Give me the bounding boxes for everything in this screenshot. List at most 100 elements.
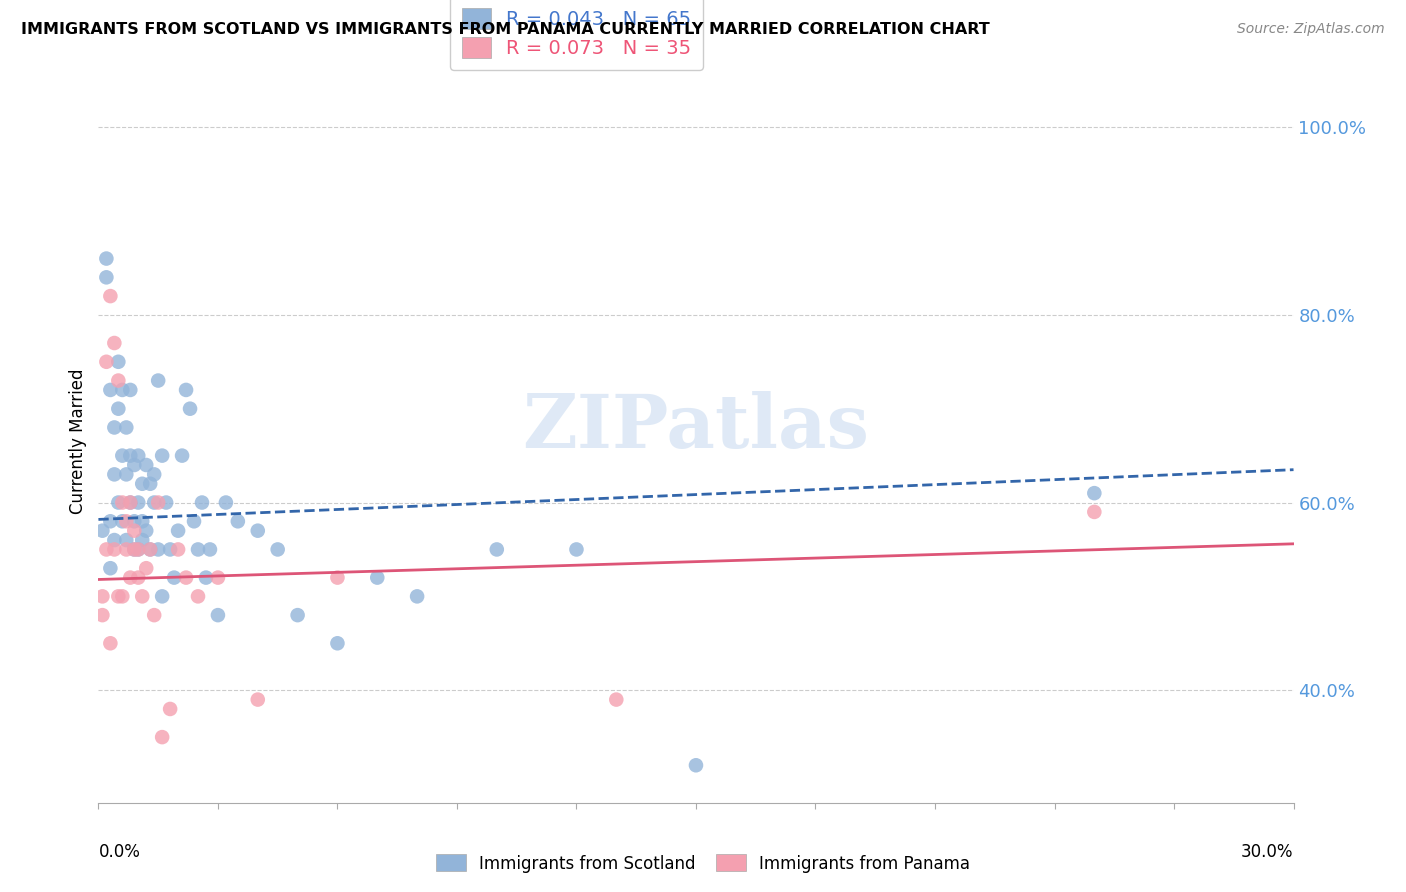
Point — [150, 590, 173, 604]
Point — [565, 542, 588, 557]
Point — [195, 571, 218, 585]
Text: IMMIGRANTS FROM SCOTLAND VS IMMIGRANTS FROM PANAMA CURRENTLY MARRIED CORRELATION: IMMIGRANTS FROM SCOTLAND VS IMMIGRANTS F… — [21, 22, 990, 37]
Point — [191, 495, 214, 509]
Point — [115, 542, 138, 557]
Point — [215, 495, 238, 509]
Point — [326, 636, 349, 650]
Point — [187, 590, 209, 604]
Point — [159, 542, 181, 557]
Point — [159, 702, 181, 716]
Point — [107, 374, 129, 388]
Y-axis label: Currently Married: Currently Married — [69, 368, 87, 515]
Point — [183, 514, 205, 528]
Point — [131, 514, 153, 528]
Point — [172, 449, 194, 463]
Point — [246, 692, 269, 706]
Point — [120, 383, 142, 397]
Point — [246, 524, 269, 538]
Text: 30.0%: 30.0% — [1241, 843, 1294, 861]
Point — [485, 542, 508, 557]
Point — [115, 420, 138, 434]
Point — [135, 524, 157, 538]
Point — [96, 542, 118, 557]
Point — [148, 495, 170, 509]
Point — [98, 383, 122, 397]
Point — [605, 692, 627, 706]
Point — [98, 561, 122, 575]
Point — [139, 542, 162, 557]
Point — [406, 590, 429, 604]
Point — [96, 270, 118, 285]
Point — [103, 467, 125, 482]
Point — [111, 514, 134, 528]
Point — [127, 542, 149, 557]
Point — [124, 458, 146, 472]
Point — [124, 542, 146, 557]
Point — [111, 590, 134, 604]
Point — [143, 608, 166, 623]
Point — [1083, 505, 1105, 519]
Point — [103, 542, 125, 557]
Point — [139, 542, 162, 557]
Point — [111, 449, 134, 463]
Point — [107, 401, 129, 416]
Point — [287, 608, 309, 623]
Point — [96, 252, 118, 266]
Point — [115, 533, 138, 547]
Point — [127, 449, 149, 463]
Point — [207, 608, 229, 623]
Point — [131, 590, 153, 604]
Point — [135, 561, 157, 575]
Point — [91, 590, 114, 604]
Point — [148, 374, 170, 388]
Text: 0.0%: 0.0% — [98, 843, 141, 861]
Point — [127, 495, 149, 509]
Point — [127, 571, 149, 585]
Point — [179, 401, 201, 416]
Point — [143, 495, 166, 509]
Point — [148, 542, 170, 557]
Point — [98, 636, 122, 650]
Point — [107, 495, 129, 509]
Point — [167, 524, 190, 538]
Point — [326, 571, 349, 585]
Point — [198, 542, 221, 557]
Point — [124, 542, 146, 557]
Point — [174, 571, 197, 585]
Point — [96, 355, 118, 369]
Point — [163, 571, 186, 585]
Point — [1083, 486, 1105, 500]
Point — [167, 542, 190, 557]
Point — [131, 476, 153, 491]
Point — [107, 355, 129, 369]
Point — [120, 495, 142, 509]
Point — [91, 524, 114, 538]
Point — [98, 514, 122, 528]
Point — [111, 495, 134, 509]
Point — [115, 514, 138, 528]
Point — [107, 590, 129, 604]
Point — [135, 458, 157, 472]
Point — [366, 571, 388, 585]
Point — [207, 571, 229, 585]
Point — [124, 514, 146, 528]
Legend: R = 0.043   N = 65, R = 0.073   N = 35: R = 0.043 N = 65, R = 0.073 N = 35 — [450, 0, 703, 70]
Point — [174, 383, 197, 397]
Text: ZIPatlas: ZIPatlas — [523, 391, 869, 464]
Point — [267, 542, 290, 557]
Point — [98, 289, 122, 303]
Point — [111, 383, 134, 397]
Point — [120, 449, 142, 463]
Point — [124, 524, 146, 538]
Point — [150, 730, 173, 744]
Point — [120, 495, 142, 509]
Point — [685, 758, 707, 772]
Point — [120, 571, 142, 585]
Point — [143, 467, 166, 482]
Point — [127, 542, 149, 557]
Point — [226, 514, 249, 528]
Point — [139, 476, 162, 491]
Point — [103, 533, 125, 547]
Point — [187, 542, 209, 557]
Point — [150, 449, 173, 463]
